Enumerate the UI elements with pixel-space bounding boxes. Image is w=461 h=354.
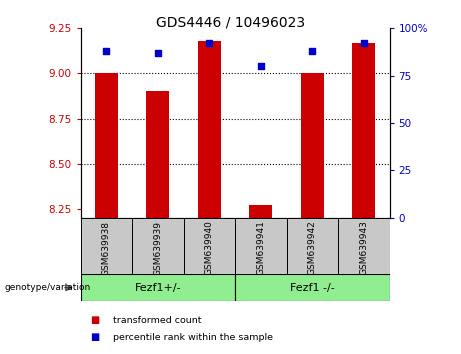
- Text: genotype/variation: genotype/variation: [5, 283, 91, 292]
- Text: GSM639938: GSM639938: [102, 221, 111, 275]
- Text: percentile rank within the sample: percentile rank within the sample: [113, 332, 273, 342]
- Bar: [198, 41, 221, 218]
- Bar: [81, 274, 235, 301]
- Bar: [146, 91, 170, 218]
- Point: [360, 41, 367, 46]
- Text: Fezf1 -/-: Fezf1 -/-: [290, 282, 335, 293]
- Text: transformed count: transformed count: [113, 316, 201, 325]
- Point: [154, 50, 161, 56]
- Text: GSM639942: GSM639942: [308, 221, 317, 275]
- Bar: [132, 218, 183, 274]
- Text: GSM639939: GSM639939: [154, 221, 162, 275]
- Bar: [301, 73, 324, 218]
- Text: ■: ■: [90, 315, 99, 325]
- Point: [308, 48, 316, 54]
- Bar: [183, 218, 235, 274]
- Bar: [235, 274, 390, 301]
- Bar: [249, 205, 272, 218]
- Point: [206, 41, 213, 46]
- Bar: [81, 218, 132, 274]
- Text: GSM639941: GSM639941: [256, 221, 266, 275]
- Text: ■: ■: [90, 332, 99, 342]
- Text: GDS4446 / 10496023: GDS4446 / 10496023: [156, 16, 305, 30]
- Point: [257, 63, 265, 69]
- Bar: [95, 73, 118, 218]
- Bar: [287, 218, 338, 274]
- Text: GSM639943: GSM639943: [359, 221, 368, 275]
- Bar: [352, 43, 375, 218]
- Bar: [338, 218, 390, 274]
- Bar: [235, 218, 287, 274]
- Text: GSM639940: GSM639940: [205, 221, 214, 275]
- Point: [103, 48, 110, 54]
- Text: Fezf1+/-: Fezf1+/-: [135, 282, 181, 293]
